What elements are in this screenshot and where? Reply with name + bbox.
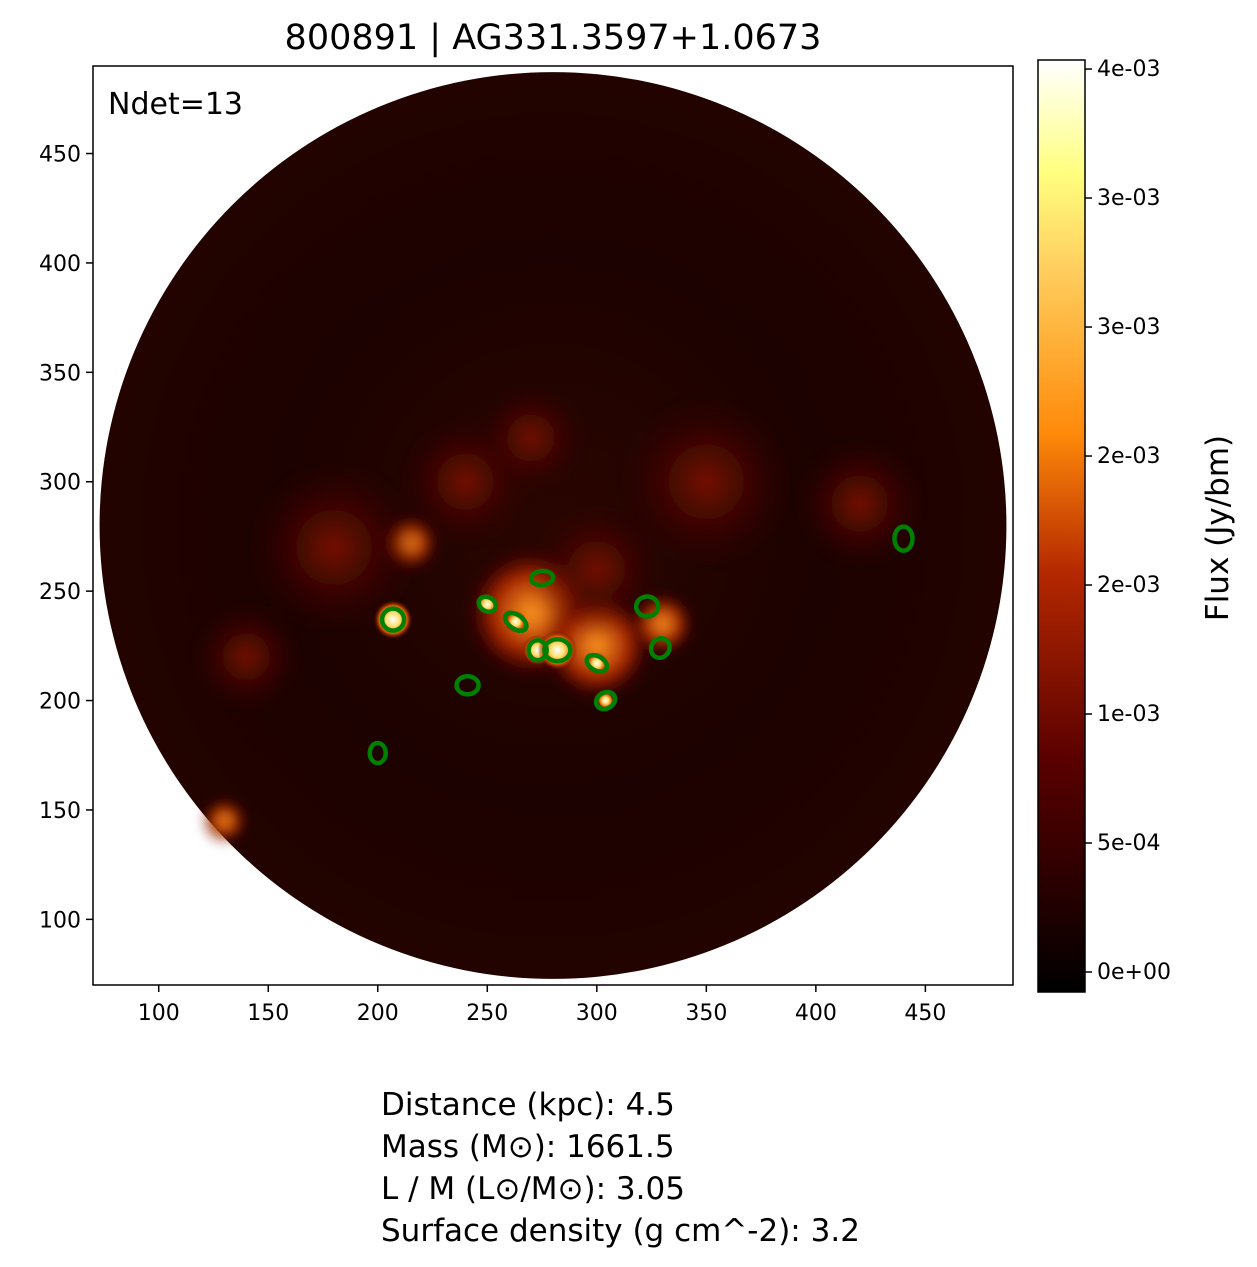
colorbar-tick-label: 5e-04 [1097, 831, 1160, 856]
stat-distance: Distance (kpc): 4.5 [381, 1087, 675, 1123]
y-tick-label: 400 [39, 252, 81, 277]
detections [367, 524, 915, 766]
detection-ellipse [593, 689, 618, 712]
emission-blob [531, 503, 663, 635]
colorbar-tick-label: 3e-03 [1097, 186, 1160, 211]
detection-ellipse [542, 636, 573, 664]
emission-blob [618, 394, 794, 570]
x-axis: 100 150 200 250 300 350 400 450 [138, 985, 946, 1026]
y-tick-label: 350 [39, 361, 81, 386]
stats-panel: Distance (kpc): 4.5 Mass (M⊙): 1661.5 L … [381, 1084, 860, 1252]
detection-ellipse [476, 594, 499, 615]
detection-ellipse [633, 594, 661, 619]
stat-luminosity-to-mass: L / M (L⊙/M⊙): 3.05 [381, 1171, 685, 1207]
ndet-annotation: Ndet=13 [108, 87, 243, 122]
detection-ellipse [528, 568, 556, 588]
x-tick-label: 200 [357, 1001, 399, 1026]
y-axis: 100 150 200 250 300 350 400 450 [39, 143, 93, 933]
colorbar-label: Flux (Jy/bm) [1200, 435, 1236, 621]
emission [191, 383, 926, 843]
emission-blob [191, 602, 302, 712]
y-tick-label: 150 [39, 799, 81, 824]
colorbar [1037, 59, 1086, 993]
y-tick-label: 450 [39, 143, 81, 168]
x-tick-label: 150 [247, 1001, 289, 1026]
plot-frame [92, 65, 1014, 986]
emission-blob [476, 383, 586, 493]
stat-mass: Mass (M⊙): 1661.5 [381, 1129, 675, 1165]
x-tick-label: 250 [466, 1001, 508, 1026]
y-tick-label: 250 [39, 580, 81, 605]
chart-title: 800891 | AG331.3597+1.0673 [285, 18, 822, 58]
emission-blob [202, 798, 247, 843]
colorbar-tick-label: 0e+00 [1097, 960, 1171, 985]
x-tick-label: 300 [576, 1001, 618, 1026]
colorbar-tick-label: 2e-03 [1097, 573, 1160, 598]
emission-blob [246, 459, 422, 635]
colorbar-tick-label: 1e-03 [1097, 702, 1160, 727]
x-tick-label: 100 [138, 1001, 180, 1026]
detection-ellipse [367, 740, 389, 766]
x-tick-label: 350 [685, 1001, 727, 1026]
y-tick-label: 300 [39, 471, 81, 496]
flux-map [99, 72, 1007, 979]
x-tick-label: 450 [904, 1001, 946, 1026]
detection-ellipse [526, 637, 549, 663]
detection-ellipse [454, 673, 481, 697]
x-tick-label: 400 [795, 1001, 837, 1026]
colorbar-tick-label: 3e-03 [1097, 315, 1160, 340]
colorbar-ticks: 0e+00 5e-04 1e-03 2e-03 2e-03 3e-03 3e-03 4e-03 [1085, 57, 1171, 985]
detection-ellipse [892, 524, 915, 553]
colorbar-tick-label: 4e-03 [1097, 57, 1160, 82]
colorbar-tick-label: 2e-03 [1097, 444, 1160, 469]
detection-ellipse [584, 652, 610, 674]
y-tick-label: 100 [39, 908, 81, 933]
detection-ellipse [379, 606, 407, 633]
detection-ellipse [502, 610, 529, 633]
y-tick-label: 200 [39, 690, 81, 715]
detection-ellipse [648, 636, 672, 661]
stat-surface-density: Surface density (g cm^-2): 3.2 [381, 1213, 860, 1249]
bright-source [373, 599, 413, 640]
